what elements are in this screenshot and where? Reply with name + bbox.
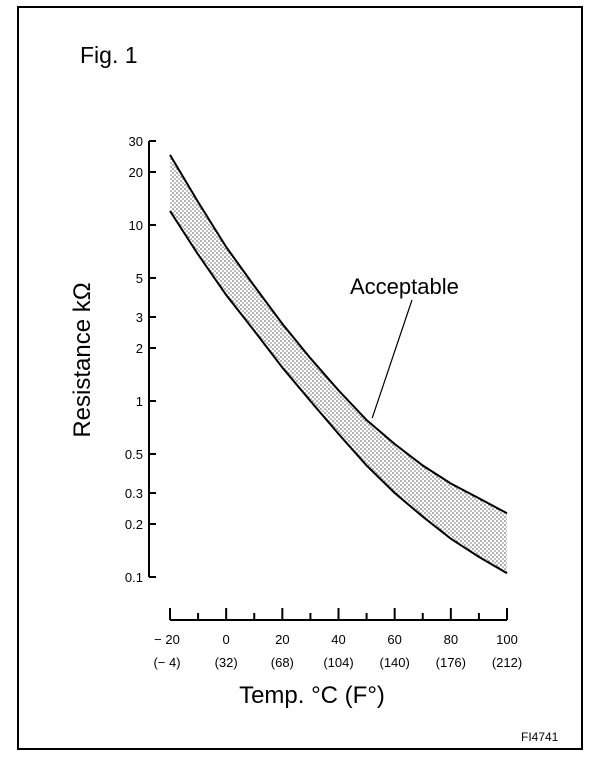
x-tick-sublabel: (140) (379, 655, 409, 670)
x-axis-title: Temp. °C (F°) (239, 682, 385, 709)
acceptable-band-layer (169, 154, 508, 575)
y-axis-title: Resistance kΩ (69, 282, 96, 437)
acceptable-leader-line (371, 299, 413, 419)
lower-limit-curve (169, 210, 508, 575)
y-ticks: 0.1 0.2 0.3 0.5 1 2 3 5 10 20 30 (125, 134, 156, 585)
y-tick-label: 1 (136, 394, 143, 409)
x-tick-sublabel: (212) (492, 655, 522, 670)
x-tick-label: 80 (444, 632, 458, 647)
y-tick-label: 0.2 (125, 517, 143, 532)
acceptable-band-fill (170, 154, 507, 574)
x-tick-label: 40 (331, 632, 345, 647)
x-ticks: − 20 (− 4) 0 (32) 20 (68) 40 (104) 60 (140) 80 (176… (153, 608, 522, 670)
x-tick-label: 60 (387, 632, 401, 647)
x-tick-sublabel: (68) (271, 655, 294, 670)
x-tick-label: 20 (275, 632, 289, 647)
x-tick-sublabel: (176) (436, 655, 466, 670)
x-tick-sublabel: (− 4) (153, 655, 180, 670)
figure-frame (17, 6, 583, 750)
figure-label: Fig. 1 (80, 42, 138, 68)
y-tick-label: 0.1 (125, 570, 143, 585)
y-tick-label: 5 (136, 271, 143, 286)
x-tick-label: 100 (496, 632, 518, 647)
y-tick-label: 10 (129, 218, 143, 233)
y-tick-label: 20 (129, 165, 143, 180)
figure-code: FI4741 (521, 730, 559, 744)
x-tick-label: − 20 (154, 632, 180, 647)
x-tick-label: 0 (223, 632, 230, 647)
y-tick-label: 2 (136, 341, 143, 356)
x-tick-sublabel: (104) (323, 655, 353, 670)
y-tick-label: 3 (136, 310, 143, 325)
y-tick-label: 30 (129, 134, 143, 149)
y-tick-label: 0.5 (125, 447, 143, 462)
y-tick-label: 0.3 (125, 486, 143, 501)
upper-limit-curve (169, 154, 508, 515)
x-tick-sublabel: (32) (215, 655, 238, 670)
annotation-layer: Acceptable (350, 274, 459, 419)
acceptable-label: Acceptable (350, 274, 459, 299)
